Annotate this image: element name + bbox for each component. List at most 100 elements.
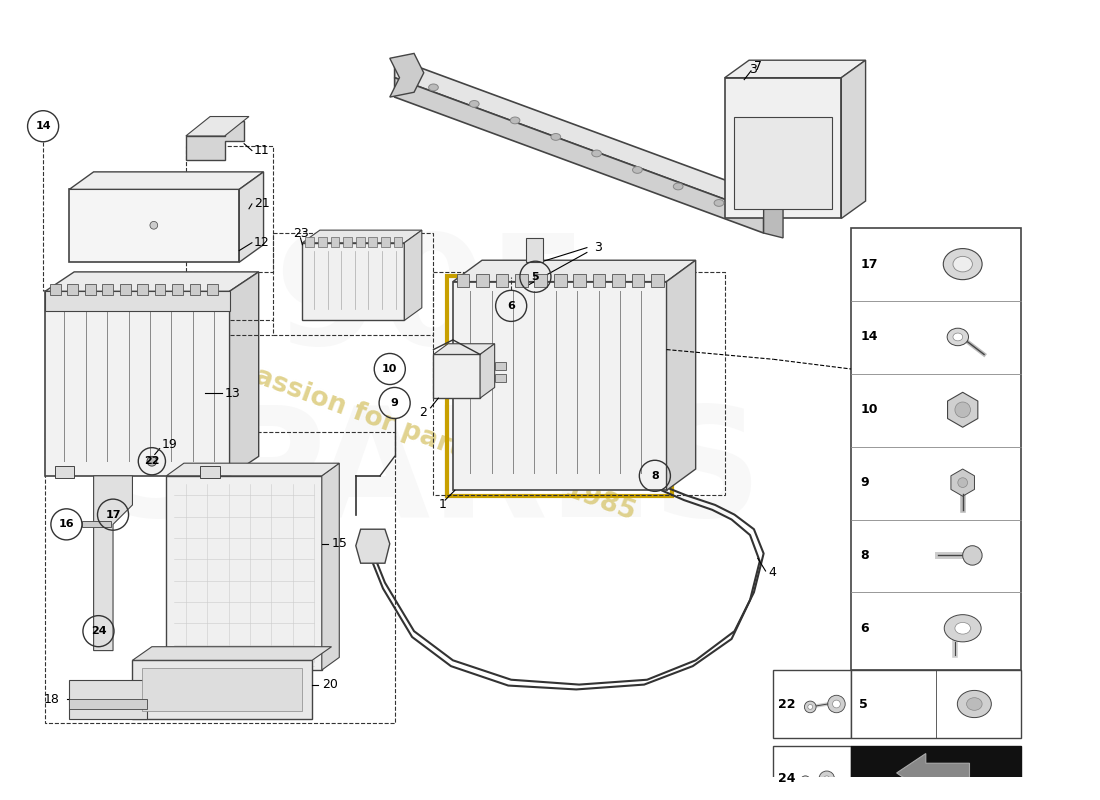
Polygon shape <box>69 172 264 190</box>
Bar <box>433 354 480 398</box>
Ellipse shape <box>470 101 480 107</box>
Text: 10: 10 <box>860 403 878 416</box>
Ellipse shape <box>955 622 970 634</box>
Polygon shape <box>725 60 866 78</box>
Polygon shape <box>322 463 339 670</box>
Polygon shape <box>480 344 495 398</box>
Bar <box>120 283 131 295</box>
Circle shape <box>794 782 797 786</box>
Ellipse shape <box>947 328 968 346</box>
Polygon shape <box>186 122 244 160</box>
Bar <box>166 476 322 670</box>
Text: 905 02: 905 02 <box>909 790 962 800</box>
Circle shape <box>820 771 835 786</box>
Text: 2: 2 <box>419 406 427 419</box>
Bar <box>773 746 851 800</box>
Polygon shape <box>842 60 866 218</box>
Circle shape <box>807 705 813 710</box>
Polygon shape <box>395 58 763 214</box>
Bar <box>368 237 377 246</box>
Polygon shape <box>395 78 763 233</box>
Bar <box>69 190 240 262</box>
Polygon shape <box>132 646 331 660</box>
Text: 10: 10 <box>382 364 397 374</box>
Circle shape <box>801 776 811 786</box>
Text: 17: 17 <box>106 510 121 520</box>
Ellipse shape <box>673 183 683 190</box>
Bar <box>69 680 147 718</box>
Ellipse shape <box>551 134 561 140</box>
Polygon shape <box>950 469 975 496</box>
Polygon shape <box>667 260 695 490</box>
Bar <box>612 274 625 287</box>
Bar <box>45 291 230 476</box>
Text: 3: 3 <box>749 63 757 77</box>
Circle shape <box>833 700 840 708</box>
Bar <box>306 237 313 246</box>
Text: 17: 17 <box>860 258 878 270</box>
Bar <box>50 283 60 295</box>
Bar <box>515 274 528 287</box>
Bar <box>273 233 433 335</box>
Ellipse shape <box>958 478 968 487</box>
Text: 16: 16 <box>58 519 74 530</box>
Polygon shape <box>896 754 969 792</box>
Polygon shape <box>186 117 249 136</box>
Bar <box>495 362 506 370</box>
Polygon shape <box>94 476 132 650</box>
Bar <box>207 283 218 295</box>
Text: 13: 13 <box>224 386 241 400</box>
Text: 5: 5 <box>859 698 868 710</box>
Ellipse shape <box>953 333 962 341</box>
Text: 19: 19 <box>162 438 177 451</box>
Bar <box>173 283 183 295</box>
Text: 14: 14 <box>35 122 51 131</box>
Text: 5: 5 <box>531 272 539 282</box>
Bar <box>55 466 74 478</box>
Text: 23: 23 <box>293 226 308 239</box>
Bar <box>495 374 506 382</box>
Ellipse shape <box>429 84 438 90</box>
Bar <box>45 291 230 310</box>
Text: 9: 9 <box>860 476 869 489</box>
Ellipse shape <box>957 690 991 718</box>
Text: 6: 6 <box>507 301 515 311</box>
Text: 9: 9 <box>390 398 398 408</box>
Bar <box>189 283 200 295</box>
Bar <box>453 282 667 490</box>
Bar <box>573 274 586 287</box>
Text: 21: 21 <box>254 198 270 210</box>
Text: 24: 24 <box>90 626 107 636</box>
Ellipse shape <box>967 698 982 710</box>
Bar <box>433 272 725 495</box>
Circle shape <box>150 222 157 229</box>
Bar <box>651 274 663 287</box>
Text: 22: 22 <box>144 456 159 466</box>
Bar <box>155 283 165 295</box>
Bar <box>69 699 147 709</box>
Bar <box>394 237 403 246</box>
Bar <box>45 432 395 723</box>
Bar <box>138 283 148 295</box>
Ellipse shape <box>632 166 642 174</box>
Bar <box>496 274 508 287</box>
Bar <box>735 117 832 209</box>
Text: 8: 8 <box>860 549 869 562</box>
Polygon shape <box>405 230 421 321</box>
Text: 24: 24 <box>778 772 795 786</box>
Text: 8: 8 <box>651 471 659 481</box>
Bar <box>330 237 339 246</box>
Polygon shape <box>947 392 978 427</box>
Bar <box>631 274 645 287</box>
Bar <box>851 228 1021 670</box>
Text: 4: 4 <box>769 566 777 579</box>
Bar <box>593 274 605 287</box>
Bar <box>186 146 273 272</box>
Text: 7: 7 <box>754 59 762 73</box>
Polygon shape <box>763 190 783 238</box>
Bar <box>302 242 405 321</box>
Bar <box>67 283 78 295</box>
Text: 6: 6 <box>860 622 869 634</box>
Circle shape <box>962 546 982 565</box>
Ellipse shape <box>955 402 970 418</box>
